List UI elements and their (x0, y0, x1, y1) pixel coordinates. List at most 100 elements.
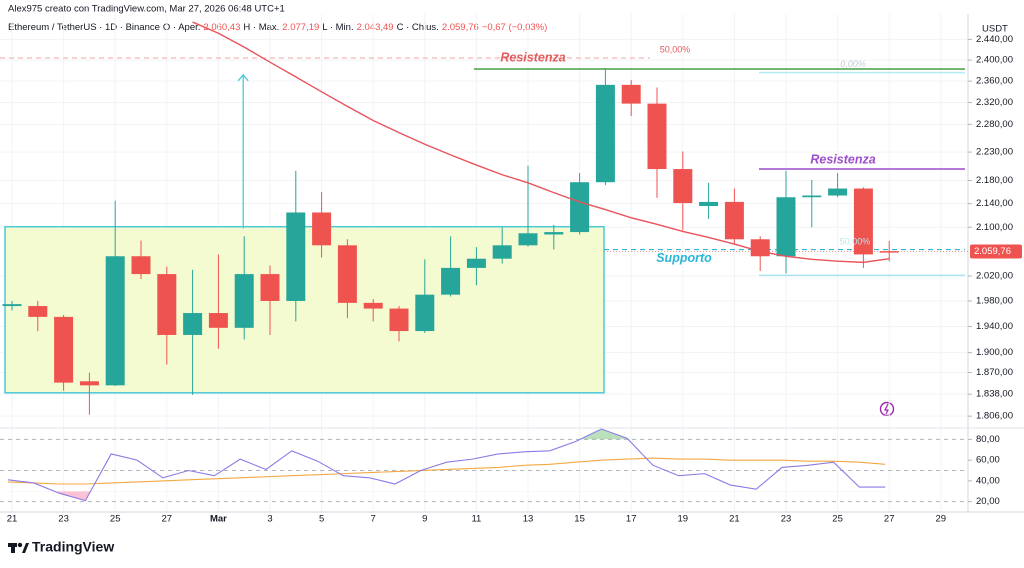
level-label: Supporto (656, 251, 712, 265)
candle-body (54, 316, 74, 383)
rsi-pane: 80,00 60,00 40,00 20,00 (0, 428, 1000, 507)
price-pane (0, 21, 968, 415)
x-tick-label: 9 (422, 514, 427, 525)
y-tick-label: 1.940,00 (976, 321, 1013, 332)
x-tick-label: 15 (574, 514, 585, 525)
y-tick-label: 80,00 (976, 434, 1000, 445)
rsi-line (7, 428, 886, 502)
x-tick-label: 25 (110, 514, 121, 525)
candle-body (415, 294, 435, 332)
x-tick-label: Mar (210, 514, 227, 525)
alert-icon (879, 401, 895, 417)
rsi-fill-over (579, 429, 629, 440)
y-tick-label: 2.320,00 (976, 97, 1013, 108)
y-tick-label: 1.806,00 (976, 411, 1013, 422)
candle-body (131, 256, 151, 275)
candle-body (518, 233, 538, 246)
y-tick-label: 1.870,00 (976, 367, 1013, 378)
candle-body (492, 245, 512, 259)
candle-body (208, 313, 228, 328)
candle-body (28, 306, 48, 317)
y-tick-label: 2.100,00 (976, 222, 1013, 233)
legend-item: Ethereum / TetherUS · 1D · Binance (8, 22, 160, 33)
candle-body (466, 258, 486, 268)
y-tick-label: 1.980,00 (976, 295, 1013, 306)
y-tick-label: 20,00 (976, 496, 1000, 507)
y-tick-label: 40,00 (976, 475, 1000, 486)
legend-item: C · Chius. (396, 22, 439, 33)
y-tick-label: 2.440,00 (976, 34, 1013, 45)
candle-body (363, 302, 383, 309)
y-tick-label: 2.360,00 (976, 76, 1013, 87)
level-label: Resistenza (500, 50, 565, 64)
x-tick-label: 23 (781, 514, 792, 525)
candle-body (828, 188, 848, 196)
x-tick-label: 3 (267, 514, 272, 525)
x-tick-label: 19 (678, 514, 689, 525)
x-tick-label: 11 (471, 514, 481, 525)
candle-body (621, 84, 641, 104)
candle-body (570, 182, 590, 233)
candle-body (802, 195, 822, 198)
legend-item: 2.059,76 (441, 22, 479, 33)
y-tick-label: 2.280,00 (976, 119, 1013, 130)
y-tick-label: 60,00 (976, 455, 1000, 466)
candle-body (389, 308, 409, 332)
x-tick-label: 27 (884, 514, 895, 525)
candle-body (544, 232, 564, 235)
candle-body (157, 274, 177, 335)
header: Alex975 creato con TradingView.com, Mar … (8, 4, 285, 15)
x-tick-label: 21 (7, 514, 18, 525)
candle-body (441, 267, 461, 295)
candle-body (647, 103, 667, 170)
x-tick-label: 13 (523, 514, 534, 525)
currency: USDT (982, 24, 1008, 35)
y-tick-label: 1.900,00 (976, 347, 1013, 358)
y-tick-label: 1.838,00 (976, 389, 1013, 400)
note: 50,00% (840, 237, 871, 247)
candle-body (312, 212, 332, 246)
candle-body (79, 381, 99, 386)
legend-item: 2.077,19 (282, 22, 320, 33)
candle-body (879, 251, 899, 253)
y-tick-label: 2.180,00 (976, 175, 1013, 186)
candle-body (595, 84, 615, 183)
branding: TradingView (32, 539, 114, 555)
y-tick-label: 2.400,00 (976, 55, 1013, 66)
legend-item: L · Min. (322, 22, 354, 33)
x-tick-label: 17 (626, 514, 637, 525)
rsi-ma-line (7, 457, 886, 485)
legend-item: H · Max. (243, 22, 280, 33)
legend-item: O · Aper. (162, 22, 201, 33)
candle-body (853, 188, 873, 255)
candle-body (2, 304, 22, 307)
x-tick-label: 29 (936, 514, 947, 525)
candle-body (105, 256, 125, 386)
price-label-box (970, 244, 1022, 259)
candle-body (183, 313, 203, 335)
y-tick-label: 2.020,00 (976, 270, 1013, 281)
level-label: 0,00% (840, 59, 866, 69)
candle-body (234, 274, 254, 328)
note: 50,00% (660, 45, 691, 55)
x-tick-label: 21 (729, 514, 740, 525)
logo (8, 542, 29, 553)
y-tick-label: 2.140,00 (976, 198, 1013, 209)
candle-body (724, 201, 744, 240)
legend-item: 2.060,43 (203, 22, 241, 33)
x-tick-label: 7 (371, 514, 376, 525)
x-tick-label: 23 (58, 514, 69, 525)
candle-body (750, 239, 770, 257)
candle-body (776, 197, 796, 257)
x-tick-label: 25 (832, 514, 843, 525)
ema-line (192, 21, 890, 264)
x-tick-label: 27 (162, 514, 173, 525)
candle-body (286, 212, 306, 301)
legend: Ethereum / TetherUS · 1D · Binance O · Ap… (8, 22, 550, 33)
y-tick-label: 2.230,00 (976, 147, 1013, 158)
price-label: 2.059,76 (974, 246, 1011, 257)
x-tick-label: 5 (319, 514, 324, 525)
level-label: Resistenza (810, 152, 875, 166)
